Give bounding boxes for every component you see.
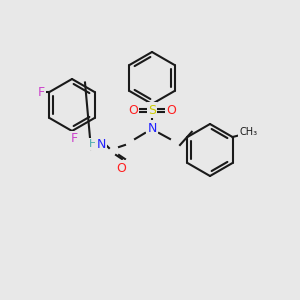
Text: F: F xyxy=(70,133,78,146)
Text: F: F xyxy=(38,85,45,98)
Text: N: N xyxy=(96,137,106,151)
Text: O: O xyxy=(128,103,138,116)
Text: O: O xyxy=(166,103,176,116)
Text: H: H xyxy=(89,139,97,149)
Text: S: S xyxy=(148,103,156,116)
Text: CH₃: CH₃ xyxy=(239,127,258,137)
Text: O: O xyxy=(116,161,126,175)
Text: N: N xyxy=(147,122,157,134)
